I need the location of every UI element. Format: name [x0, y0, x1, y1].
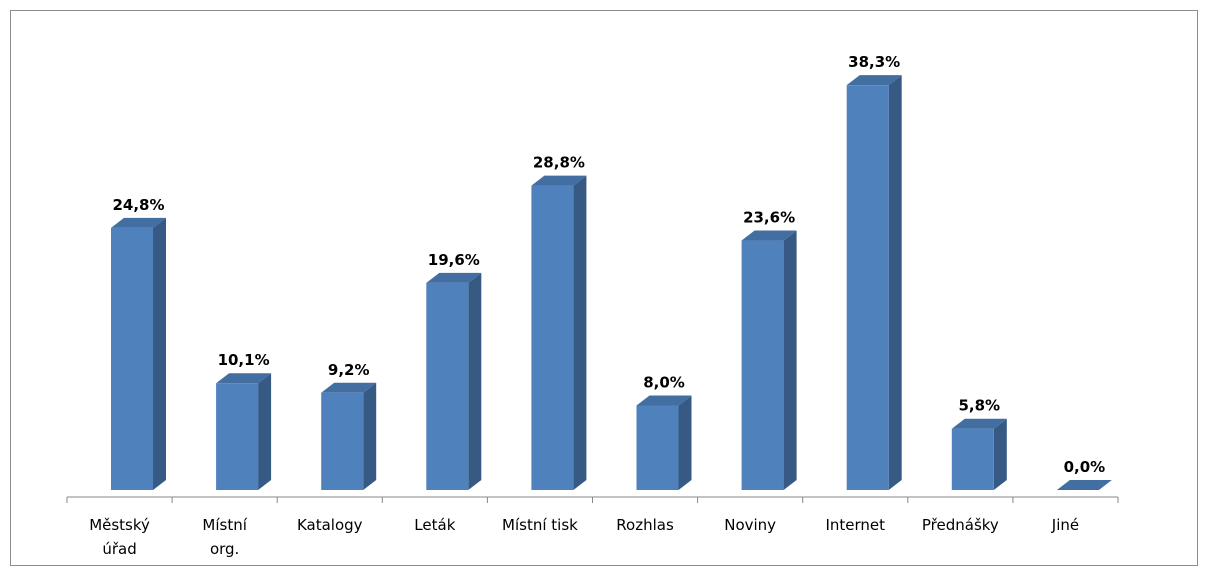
bar [111, 217, 166, 490]
bar-top [531, 175, 587, 186]
bar [846, 75, 902, 490]
value-label: 10,1% [218, 351, 270, 369]
x-tick-label: Místní org. [202, 516, 247, 558]
bar [741, 230, 797, 490]
bar-side [678, 395, 692, 490]
bar-side [258, 373, 272, 490]
x-tick-label: Katalogy [297, 516, 363, 534]
value-label: 5,8% [958, 397, 1000, 415]
value-label: 23,6% [743, 209, 795, 227]
bar-top [1056, 480, 1112, 490]
bar [531, 175, 587, 491]
bar-side [153, 217, 166, 490]
bar [321, 382, 377, 490]
x-tick-label: Jiné [1051, 516, 1079, 534]
x-tick-label: Rozhlas [616, 516, 674, 534]
bar-side [993, 418, 1007, 490]
bar [216, 373, 272, 490]
bar [1056, 480, 1112, 490]
chart-frame [10, 10, 1198, 566]
value-label: 28,8% [533, 154, 585, 172]
bar-top [951, 418, 1007, 429]
x-tick-label: Městský úřad [89, 516, 150, 558]
bar-side [573, 175, 587, 491]
bar-top [636, 395, 692, 406]
bar-front [531, 185, 574, 491]
bar-top [321, 382, 377, 393]
bar-top [216, 373, 272, 384]
bar-top [741, 230, 797, 241]
bar-front [741, 240, 784, 490]
x-tick-label: Místní tisk [502, 516, 578, 534]
bar-top [846, 75, 902, 86]
value-label: 0,0% [1064, 458, 1106, 476]
x-tick-label: Přednášky [922, 516, 999, 534]
x-tick-label: Leták [414, 516, 455, 534]
value-label: 8,0% [643, 373, 685, 391]
value-label: 38,3% [848, 53, 900, 71]
bar-front [111, 227, 153, 490]
value-label: 19,6% [428, 251, 480, 269]
bar-side [888, 75, 902, 490]
bar [426, 272, 482, 490]
bar-top [426, 272, 482, 283]
bar-front [951, 428, 994, 490]
bar [636, 395, 692, 490]
bar-front [321, 392, 364, 490]
x-tick-label: Internet [825, 516, 885, 534]
bar-front [846, 85, 889, 490]
bar-side [468, 272, 482, 490]
value-label: 24,8% [112, 196, 164, 214]
value-label: 9,2% [328, 361, 370, 379]
bar-front [636, 405, 679, 490]
x-tick-label: Noviny [724, 516, 776, 534]
bar [951, 418, 1007, 490]
bar-side [363, 382, 377, 490]
bar-front [426, 282, 469, 490]
bar-front [216, 383, 259, 490]
bar-top [111, 217, 166, 228]
bar-side [783, 230, 797, 490]
